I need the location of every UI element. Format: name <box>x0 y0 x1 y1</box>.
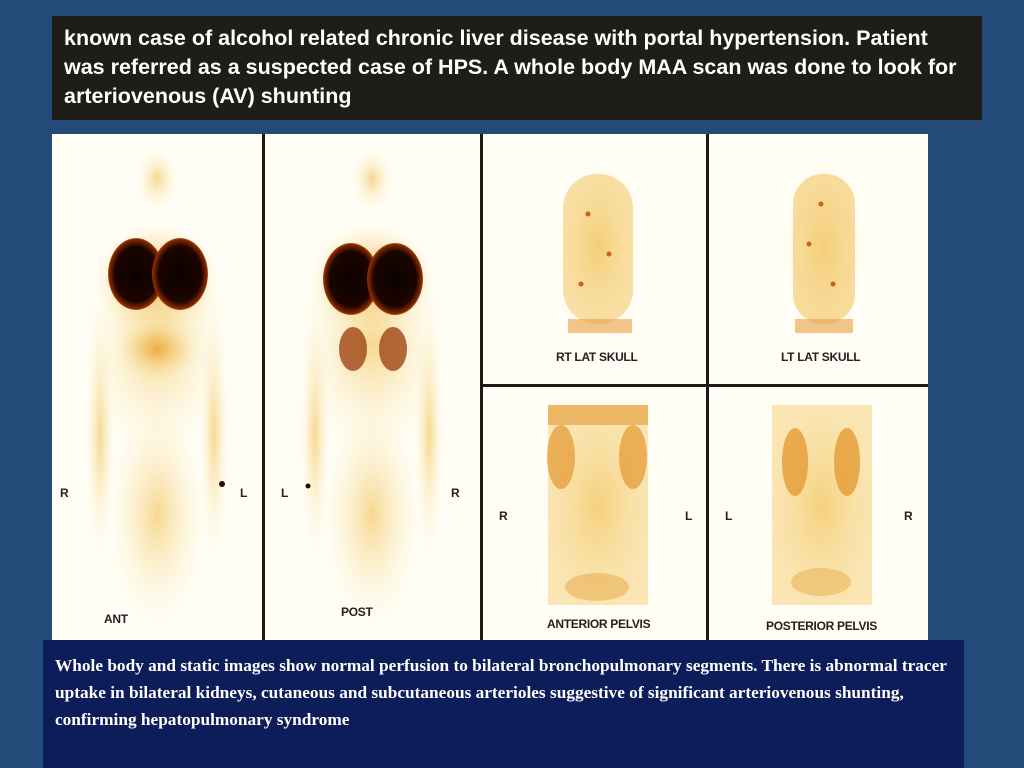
scan-figure: R L ANT L R POST <box>52 134 928 644</box>
lt-lat-skull-scan: LT LAT SKULL <box>709 134 928 384</box>
posterior-view-label: POST <box>341 605 373 619</box>
anterior-pelvis-scan: R L ANTERIOR PELVIS <box>483 387 706 644</box>
whole-body-posterior-scan: L R POST <box>265 134 480 644</box>
posterior-pelvis-right-marker: R <box>904 509 913 523</box>
posterior-pelvis-label: POSTERIOR PELVIS <box>766 619 877 633</box>
posterior-left-marker: L <box>281 486 289 500</box>
anterior-left-marker: L <box>240 486 248 500</box>
posterior-right-marker: R <box>451 486 460 500</box>
anterior-body-image <box>85 149 229 624</box>
anterior-pelvis-left-marker: L <box>685 509 693 523</box>
rt-lat-skull-image <box>558 162 638 333</box>
lt-lat-skull-label: LT LAT SKULL <box>781 350 861 364</box>
anterior-pelvis-image <box>543 402 653 612</box>
panel-divider <box>706 134 709 644</box>
panel-divider <box>262 134 265 644</box>
panel-divider <box>483 384 928 387</box>
rt-lat-skull-label: RT LAT SKULL <box>556 350 638 364</box>
header-box: known case of alcohol related chronic li… <box>52 16 982 120</box>
anterior-pelvis-label: ANTERIOR PELVIS <box>547 617 651 631</box>
anterior-right-marker: R <box>60 486 69 500</box>
caption-text: Whole body and static images show normal… <box>55 656 947 729</box>
posterior-pelvis-image <box>767 402 877 612</box>
panel-divider <box>480 134 483 644</box>
rt-lat-skull-scan: RT LAT SKULL <box>483 134 706 384</box>
whole-body-anterior-scan: R L ANT <box>52 134 262 644</box>
caption-box: Whole body and static images show normal… <box>43 640 964 768</box>
posterior-pelvis-left-marker: L <box>725 509 733 523</box>
anterior-pelvis-right-marker: R <box>499 509 508 523</box>
posterior-pelvis-scan: L R POSTERIOR PELVIS <box>709 387 928 644</box>
header-text: known case of alcohol related chronic li… <box>64 26 957 108</box>
anterior-view-label: ANT <box>104 612 128 626</box>
posterior-body-image <box>300 149 444 624</box>
lt-lat-skull-image <box>787 162 861 334</box>
